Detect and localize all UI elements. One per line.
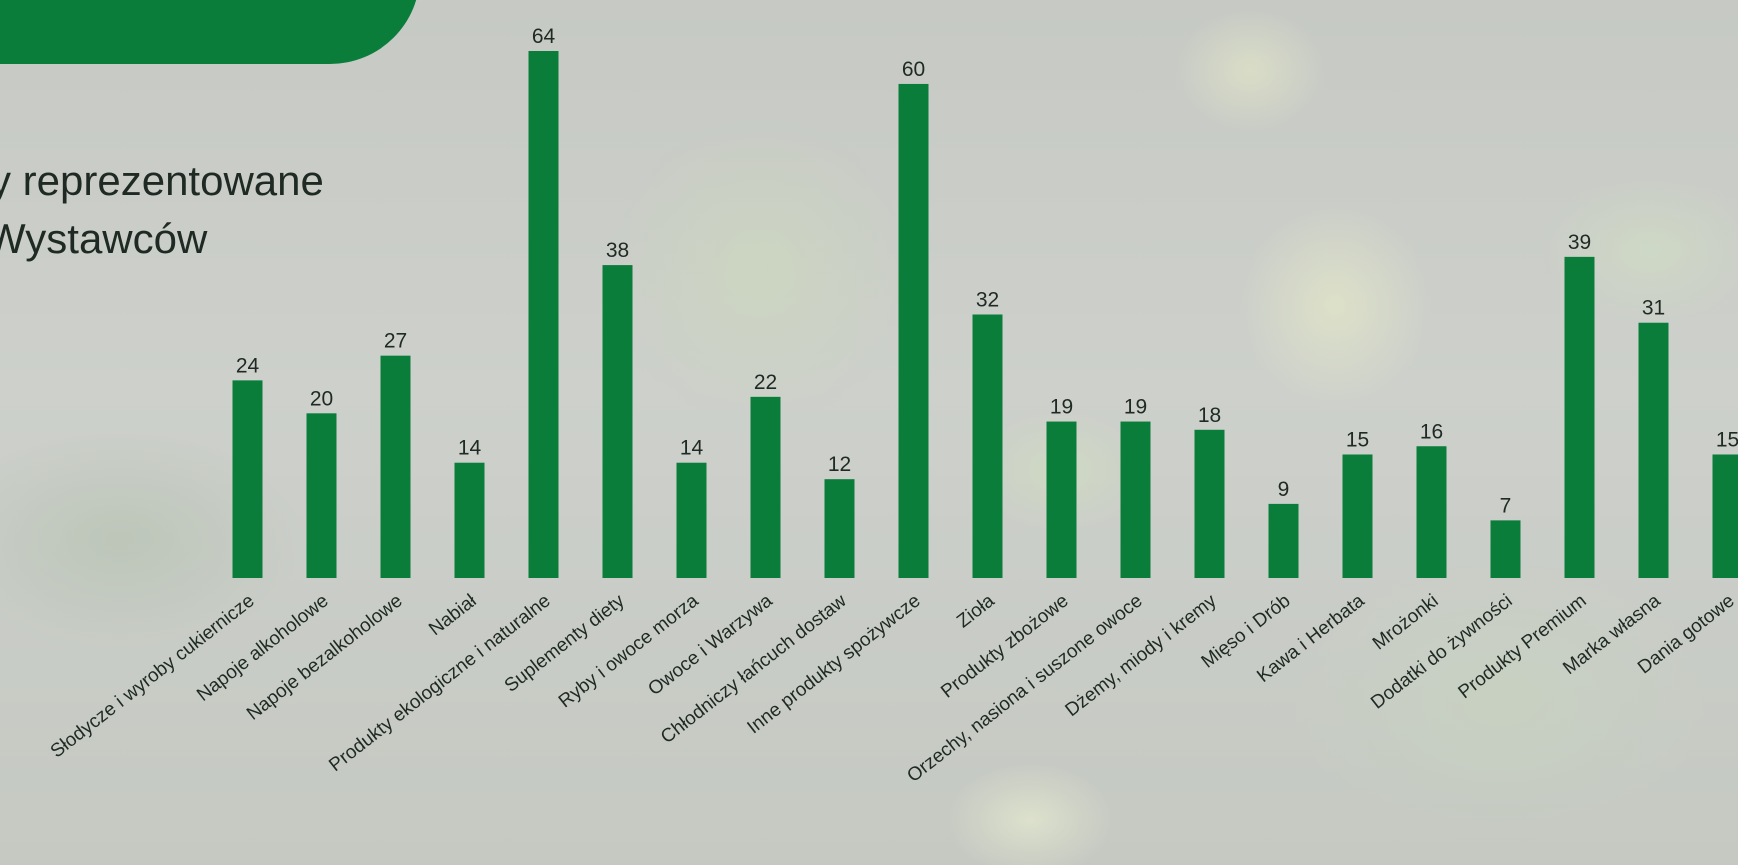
bar <box>676 462 707 578</box>
category-tick-label: Produkty Premium <box>1454 590 1590 703</box>
bars-group <box>232 51 1738 578</box>
category-tick-label: Zioła <box>953 590 999 632</box>
bar-value-label: 20 <box>310 387 333 410</box>
header-accent-tab <box>0 0 420 64</box>
bar-value-label: 18 <box>1198 404 1221 427</box>
bar-value-label: 15 <box>1346 428 1369 451</box>
bar-value-label: 19 <box>1050 396 1073 419</box>
bar <box>1490 520 1521 578</box>
slide-title-line-1: y reprezentowane <box>0 157 324 204</box>
bar-value-label: 15 <box>1716 428 1738 451</box>
category-tick-label: Nabiał <box>425 590 481 640</box>
bar <box>1638 322 1669 578</box>
category-tick-label: Mrożonki <box>1369 590 1443 654</box>
bar-value-label: 38 <box>606 239 629 262</box>
bar <box>1046 421 1077 578</box>
bar <box>454 462 485 578</box>
bar <box>972 314 1003 578</box>
bar-value-label: 31 <box>1642 297 1665 320</box>
bar-value-label: 16 <box>1420 420 1443 443</box>
bar-value-label: 60 <box>902 58 925 81</box>
bar <box>528 51 559 578</box>
bar <box>1416 446 1447 578</box>
bar-value-label: 64 <box>532 25 556 48</box>
value-labels-group: 24 20 27 14 64 38 14 22 12 60 32 19 19 18 9 15 16 7 39 31 15 <box>236 25 1738 517</box>
bar-value-label: 22 <box>754 371 777 394</box>
bar-value-label: 27 <box>384 330 407 353</box>
category-tick-label: Ryby i owoce morza <box>555 590 703 712</box>
bar-value-label: 9 <box>1278 478 1290 501</box>
slide-title: y reprezentowane Wystawców <box>0 152 324 268</box>
bar-value-label: 24 <box>236 354 260 377</box>
bar <box>1120 421 1151 578</box>
category-tick-label: Produkty zbożowe <box>937 590 1072 702</box>
bar-value-label: 7 <box>1500 494 1512 517</box>
category-tick-label: Napoje alkoholowe <box>193 590 332 705</box>
category-tick-label: Owoce i Warzywa <box>644 590 777 700</box>
bar <box>1194 429 1225 578</box>
bar <box>824 479 855 578</box>
bar-value-label: 14 <box>680 437 704 460</box>
bar <box>232 380 263 578</box>
bar-value-label: 19 <box>1124 396 1147 419</box>
bar <box>1564 256 1595 578</box>
bar <box>306 413 337 578</box>
bar-value-label: 32 <box>976 289 999 312</box>
bar <box>1712 454 1738 578</box>
bar <box>380 355 411 578</box>
category-tick-label: Dodatki do żywności <box>1367 590 1516 713</box>
bar <box>1342 454 1373 578</box>
slide-title-line-2: Wystawców <box>0 215 208 262</box>
bar <box>602 265 633 578</box>
bar <box>1268 503 1299 578</box>
bar <box>750 396 781 578</box>
bar-value-label: 12 <box>828 453 851 476</box>
bar-value-label: 39 <box>1568 231 1591 254</box>
bar <box>898 83 929 578</box>
bar-value-label: 14 <box>458 437 482 460</box>
